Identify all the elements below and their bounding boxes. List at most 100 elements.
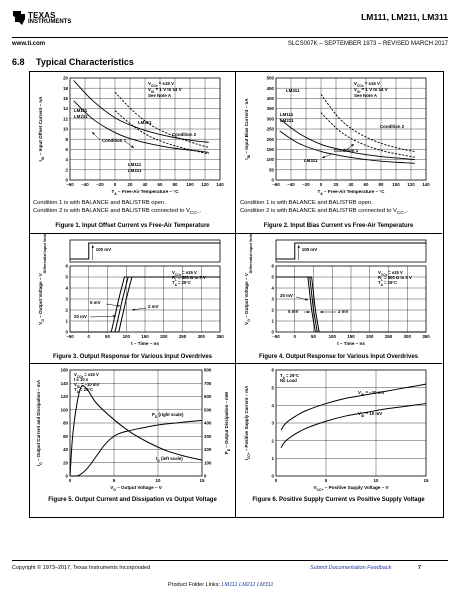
fig3-ylabel: VO – Output Voltage – V xyxy=(38,272,45,325)
fig3-od-arrow-3 xyxy=(89,315,117,318)
fig5-y2-tick: 800 xyxy=(204,368,212,373)
fig5-y2-tick: 700 xyxy=(204,381,212,386)
link-lm111[interactable]: LM111 xyxy=(221,582,238,588)
ti-logo-icon xyxy=(13,11,25,25)
fig4-input-step xyxy=(276,242,426,260)
fig2-ylabel: IIB – Input Bias Current – nA xyxy=(244,98,251,160)
fig2-x-tick: –60 xyxy=(272,182,280,187)
fig3-step-arrow-head xyxy=(91,245,94,248)
fig1-x-tick: 140 xyxy=(216,182,224,187)
figure-1-note-1: Condition 1 is with BALANCE and BAL/STRB… xyxy=(33,200,166,206)
fig1-series-3 xyxy=(114,91,209,148)
figure-2-note-2: Condition 2 is with BALANCE and BAL/STRB… xyxy=(240,208,409,217)
fig1-y-tick: 2 xyxy=(66,167,69,172)
fig3-y-tick: 2 xyxy=(66,308,69,313)
fig3-x-tick: 250 xyxy=(179,334,187,339)
fig2-legend-2: VIO = 1 V to 14 V xyxy=(354,87,388,94)
fig5-legend-4: TA = 25°C xyxy=(74,387,93,394)
feedback-link[interactable]: Submit Documentation Feedback xyxy=(310,565,392,571)
fig5-y2-tick: 100 xyxy=(204,460,212,465)
fig3-y-tick: 0 xyxy=(66,330,69,335)
fig2-x-tick: 60 xyxy=(364,182,369,187)
website-link[interactable]: www.ti.com xyxy=(12,41,46,47)
fig1-y-tick: 10 xyxy=(63,127,68,132)
fig2-series-3 xyxy=(320,94,415,152)
figure-grid-divider xyxy=(235,71,236,517)
copyright: Copyright © 1973–2017, Texas Instruments… xyxy=(12,565,151,571)
fig5-y-tick: 80 xyxy=(63,421,68,426)
fig4-x-tick: 0 xyxy=(294,334,297,339)
section-number: 6.8 xyxy=(12,57,25,67)
fig4-top-ylabel: Differential Input Voltage xyxy=(249,234,253,273)
doc-id: SLCS007K – SEPTEMBER 1973 – REVISED MARC… xyxy=(287,41,448,47)
fig5-y-tick: 20 xyxy=(63,460,68,465)
logo-line1: TEXAS xyxy=(28,11,56,20)
fig1-x-tick: 40 xyxy=(143,182,148,187)
fig2-x-tick: 100 xyxy=(392,182,400,187)
figure-row-divider-1 xyxy=(29,233,442,234)
fig4-od-arrow-1-head xyxy=(305,298,308,301)
fig3-od-arrow-3-head xyxy=(113,314,116,318)
fig2-series-2 xyxy=(279,130,415,164)
figure-6-caption: Figure 6. Positive Supply Current vs Pos… xyxy=(252,497,425,503)
fig1-label-lm311: LM311 xyxy=(138,120,152,125)
fig4-legend-3: TA = 25°C xyxy=(378,280,397,287)
fig6-x-tick: 15 xyxy=(424,478,429,483)
fig5-series-pd xyxy=(69,419,203,477)
link-lm311[interactable]: LM311 xyxy=(257,582,274,588)
fig2-label-cond2: Condition 2 xyxy=(380,124,405,129)
fig4-y-tick: 0 xyxy=(272,330,275,335)
fig3-x-tick: 350 xyxy=(216,334,224,339)
fig2-y-tick: 0 xyxy=(272,178,275,183)
fig4-x-tick: 200 xyxy=(366,334,374,339)
fig4-od-2mv: 2 mV xyxy=(338,309,349,314)
fig4-y-tick: 1 xyxy=(272,319,275,324)
fig5-y2-tick: 200 xyxy=(204,447,212,452)
fig1-y-tick: 8 xyxy=(66,137,69,142)
fig2-arrow-1-head xyxy=(322,155,325,159)
fig3-od-2mv: 2 mV xyxy=(148,304,159,309)
fig1-legend-2: VIO = 1 V to 14 V xyxy=(148,87,182,94)
fig5-y-tick: 40 xyxy=(63,447,68,452)
figure-3-caption: Figure 3. Output Response for Various In… xyxy=(52,354,213,360)
fig6-xlabel: VCC+ – Positive Supply Voltage – V xyxy=(313,485,389,492)
figure-row-divider-2 xyxy=(29,363,442,364)
fig2-x-tick: 80 xyxy=(379,182,384,187)
fig1-y-tick: 20 xyxy=(63,76,68,81)
fig5-ylabel2: PD – Output Dissipation – mW xyxy=(224,391,231,454)
fig4-x-tick: 250 xyxy=(385,334,393,339)
fig1-y-tick: 4 xyxy=(66,157,69,162)
fig2-y-tick: 200 xyxy=(267,137,275,142)
fig5-x-tick: 5 xyxy=(113,478,116,483)
fig4-input-frame xyxy=(275,239,427,263)
fig4-y-tick: 4 xyxy=(272,286,275,291)
fig3-y-tick: 3 xyxy=(66,297,69,302)
fig2-x-tick: 20 xyxy=(334,182,339,187)
fig2-legend-1: VCC± = ±15 V xyxy=(354,81,380,88)
fig5-y2-tick: 300 xyxy=(204,434,212,439)
fig2-label-lm211: LM211 xyxy=(280,118,294,123)
fig6-series-2 xyxy=(280,403,427,449)
fig5-y-tick: 140 xyxy=(61,381,69,386)
fig3-input-step xyxy=(70,242,220,260)
fig1-y-tick: 6 xyxy=(66,147,69,152)
fig3-legend-3: TA = 25°C xyxy=(172,280,191,287)
figure-6-chart: 0 5 10 15 0 1 2 3 4 5 6 ICC+ – Positive Supply Curr… xyxy=(244,368,429,492)
fig1-xlabel: TA – Free-Air Temperature – °C xyxy=(111,189,179,196)
fig4-x-tick: –50 xyxy=(272,334,280,339)
fig6-y-tick: 5 xyxy=(272,385,275,390)
fig1-series-4 xyxy=(114,110,209,155)
fig2-label-lm311: LM311 xyxy=(286,88,300,93)
fig2-x-tick: –20 xyxy=(302,182,310,187)
fig3-x-tick: 200 xyxy=(160,334,168,339)
fig3-top-ylabel: Differential Input Voltage xyxy=(43,234,47,273)
link-lm211[interactable]: LM211 xyxy=(239,582,256,588)
fig4-step-label: 100 mV xyxy=(302,247,317,252)
fig4-od-arrow-2-head xyxy=(307,310,310,314)
fig3-x-tick: 100 xyxy=(123,334,131,339)
fig1-legend-3: See Note A xyxy=(148,93,172,98)
fig1-x-tick: 80 xyxy=(173,182,178,187)
figure-1-note-2: Condition 2 is with BALANCE and BAL/STRB… xyxy=(33,208,202,217)
fig4-x-tick: 300 xyxy=(404,334,412,339)
figure-1-notes: Condition 1 is with BALANCE and BAL/STRB… xyxy=(33,199,233,218)
